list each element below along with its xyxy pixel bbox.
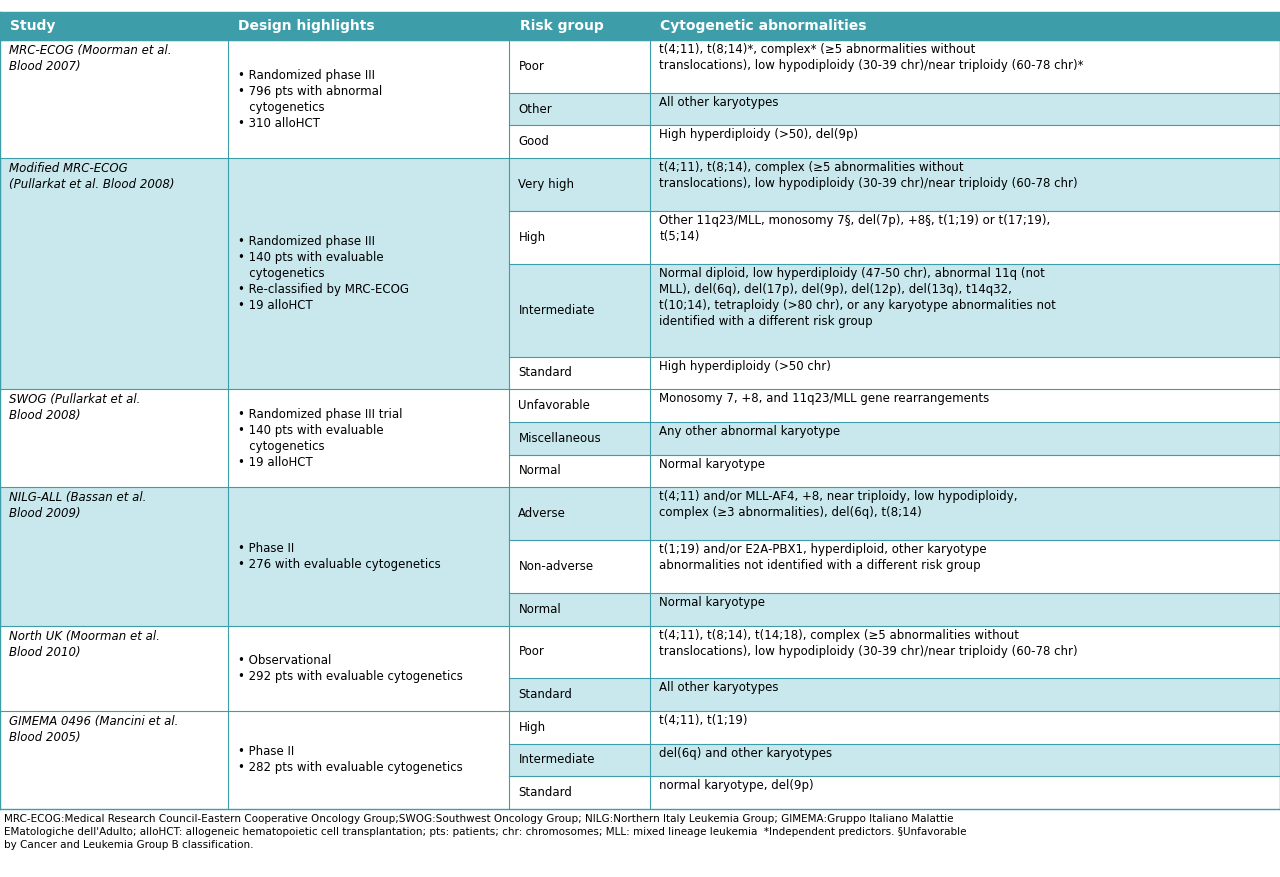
Bar — [509, 40, 1280, 93]
Text: NILG-ALL (Bassan et al.
Blood 2009): NILG-ALL (Bassan et al. Blood 2009) — [9, 491, 146, 520]
Text: SWOG (Pullarkat et al.
Blood 2008): SWOG (Pullarkat et al. Blood 2008) — [9, 393, 141, 423]
Text: Other: Other — [518, 103, 552, 116]
Bar — [509, 454, 1280, 488]
Text: Miscellaneous: Miscellaneous — [518, 431, 602, 445]
Text: Unfavorable: Unfavorable — [518, 399, 590, 412]
Bar — [509, 125, 1280, 158]
Text: Standard: Standard — [518, 367, 572, 380]
Bar — [509, 488, 1280, 540]
Bar — [0, 488, 509, 540]
Text: t(4;11), t(8;14), complex (≥5 abnormalities without
translocations), low hypodip: t(4;11), t(8;14), complex (≥5 abnormalit… — [659, 161, 1078, 190]
Bar — [509, 711, 1280, 744]
Text: Other 11q23/MLL, monosomy 7§, del(7p), +8§, t(1;19) or t(17;19),
t(5;14): Other 11q23/MLL, monosomy 7§, del(7p), +… — [659, 214, 1051, 243]
Bar — [509, 540, 1280, 593]
Text: Poor: Poor — [518, 645, 544, 659]
Text: • Observational
• 292 pts with evaluable cytogenetics: • Observational • 292 pts with evaluable… — [238, 653, 463, 683]
Bar — [0, 422, 509, 454]
Bar — [509, 264, 1280, 357]
Bar — [509, 593, 1280, 625]
Bar — [0, 12, 1280, 40]
Text: Design highlights: Design highlights — [238, 19, 375, 33]
Bar — [509, 210, 1280, 264]
Bar — [0, 454, 509, 488]
Bar — [0, 357, 509, 389]
Text: Normal: Normal — [518, 465, 561, 477]
Bar — [0, 125, 509, 158]
Text: normal karyotype, del(9p): normal karyotype, del(9p) — [659, 780, 814, 792]
Text: All other karyotypes: All other karyotypes — [659, 681, 778, 695]
Bar — [509, 744, 1280, 776]
Text: • Phase II
• 276 with evaluable cytogenetics: • Phase II • 276 with evaluable cytogene… — [238, 542, 440, 571]
Text: North UK (Moorman et al.
Blood 2010): North UK (Moorman et al. Blood 2010) — [9, 630, 160, 659]
Text: Risk group: Risk group — [520, 19, 603, 33]
Bar — [0, 210, 509, 264]
Bar — [509, 389, 1280, 422]
Text: Adverse: Adverse — [518, 507, 566, 520]
Bar — [0, 264, 509, 357]
Text: All other karyotypes: All other karyotypes — [659, 96, 778, 109]
Text: • Randomized phase III
• 140 pts with evaluable
   cytogenetics
• Re-classified : • Randomized phase III • 140 pts with ev… — [238, 235, 410, 312]
Bar — [509, 625, 1280, 678]
Text: Normal diploid, low hyperdiploidy (47-50 chr), abnormal 11q (not
MLL), del(6q), : Normal diploid, low hyperdiploidy (47-50… — [659, 267, 1056, 328]
Text: High: High — [518, 231, 545, 244]
Text: t(4;11), t(8;14), t(14;18), complex (≥5 abnormalities without
translocations), l: t(4;11), t(8;14), t(14;18), complex (≥5 … — [659, 629, 1078, 658]
Text: • Randomized phase III trial
• 140 pts with evaluable
   cytogenetics
• 19 alloH: • Randomized phase III trial • 140 pts w… — [238, 408, 403, 469]
Bar — [0, 593, 509, 625]
Text: t(4;11) and/or MLL-AF4, +8, near triploidy, low hypodiploidy,
complex (≥3 abnorm: t(4;11) and/or MLL-AF4, +8, near triploi… — [659, 490, 1018, 519]
Bar — [0, 40, 509, 93]
Text: Standard: Standard — [518, 786, 572, 799]
Text: Any other abnormal karyotype: Any other abnormal karyotype — [659, 425, 841, 438]
Bar — [0, 744, 509, 776]
Text: t(1;19) and/or E2A-PBX1, hyperdiploid, other karyotype
abnormalities not identif: t(1;19) and/or E2A-PBX1, hyperdiploid, o… — [659, 543, 987, 572]
Text: Intermediate: Intermediate — [518, 753, 595, 766]
Text: Modified MRC-ECOG
(Pullarkat et al. Blood 2008): Modified MRC-ECOG (Pullarkat et al. Bloo… — [9, 162, 174, 191]
Text: Cytogenetic abnormalities: Cytogenetic abnormalities — [660, 19, 867, 33]
Text: High hyperdiploidy (>50), del(9p): High hyperdiploidy (>50), del(9p) — [659, 128, 859, 141]
Text: High: High — [518, 721, 545, 734]
Text: MRC-ECOG:Medical Research Council-Eastern Cooperative Oncology Group;SWOG:Southw: MRC-ECOG:Medical Research Council-Easter… — [4, 814, 966, 850]
Bar — [509, 776, 1280, 809]
Text: Very high: Very high — [518, 178, 575, 191]
Text: t(4;11), t(1;19): t(4;11), t(1;19) — [659, 714, 748, 727]
Text: t(4;11), t(8;14)*, complex* (≥5 abnormalities without
translocations), low hypod: t(4;11), t(8;14)*, complex* (≥5 abnormal… — [659, 43, 1084, 72]
Text: Standard: Standard — [518, 688, 572, 701]
Text: GIMEMA 0496 (Mancini et al.
Blood 2005): GIMEMA 0496 (Mancini et al. Blood 2005) — [9, 715, 178, 744]
Bar — [0, 711, 509, 744]
Bar — [0, 625, 509, 678]
Text: • Phase II
• 282 pts with evaluable cytogenetics: • Phase II • 282 pts with evaluable cyto… — [238, 745, 463, 774]
Text: del(6q) and other karyotypes: del(6q) and other karyotypes — [659, 746, 832, 759]
Text: Normal karyotype: Normal karyotype — [659, 595, 765, 609]
Text: Intermediate: Intermediate — [518, 303, 595, 317]
Text: Non-adverse: Non-adverse — [518, 560, 594, 573]
Text: Normal: Normal — [518, 602, 561, 616]
Bar — [0, 93, 509, 125]
Text: High hyperdiploidy (>50 chr): High hyperdiploidy (>50 chr) — [659, 360, 831, 373]
Text: Normal karyotype: Normal karyotype — [659, 458, 765, 471]
Bar — [509, 422, 1280, 454]
Text: Poor: Poor — [518, 60, 544, 73]
Bar — [0, 776, 509, 809]
Bar — [509, 357, 1280, 389]
Bar — [0, 678, 509, 711]
Text: Monosomy 7, +8, and 11q23/MLL gene rearrangements: Monosomy 7, +8, and 11q23/MLL gene rearr… — [659, 392, 989, 405]
Text: Good: Good — [518, 135, 549, 148]
Bar — [509, 678, 1280, 711]
Bar — [0, 389, 509, 422]
Text: Study: Study — [10, 19, 55, 33]
Bar — [0, 540, 509, 593]
Text: • Randomized phase III
• 796 pts with abnormal
   cytogenetics
• 310 alloHCT: • Randomized phase III • 796 pts with ab… — [238, 68, 383, 130]
Bar — [509, 93, 1280, 125]
Bar — [0, 158, 509, 210]
Text: MRC-ECOG (Moorman et al.
Blood 2007): MRC-ECOG (Moorman et al. Blood 2007) — [9, 44, 172, 73]
Bar — [509, 158, 1280, 210]
